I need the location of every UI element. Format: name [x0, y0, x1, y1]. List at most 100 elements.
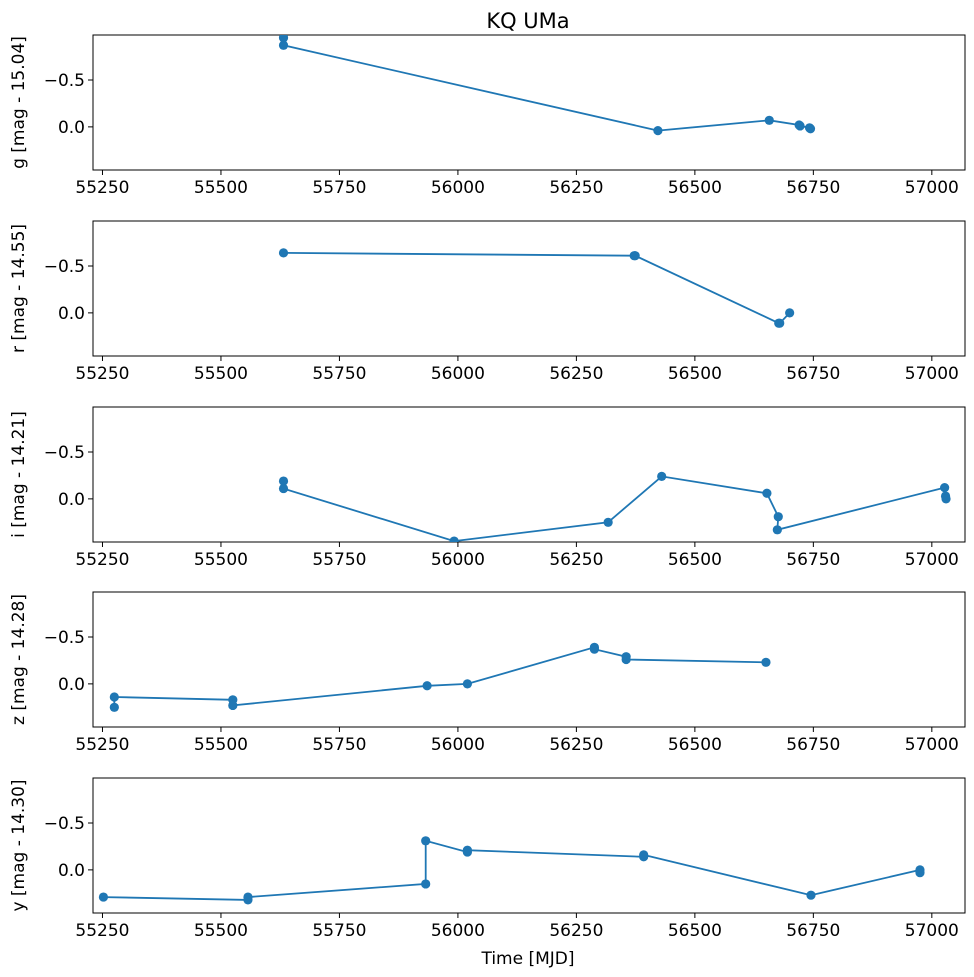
data-point-g [278, 35, 289, 43]
data-point-z [109, 692, 119, 702]
data-point-z [422, 681, 432, 691]
y-tick-label: 0.0 [58, 304, 85, 324]
y-tick-label: −0.5 [44, 628, 85, 648]
panel-y: 55250 55500 55750 56000 56250 56500 56750 57000… [9, 777, 966, 941]
series-g [278, 35, 816, 136]
x-tick-label: 56000 [431, 921, 485, 941]
data-point-i [657, 471, 667, 481]
series-y [98, 836, 925, 905]
y-tick-label: 0.0 [58, 675, 85, 695]
series-line-g [282, 37, 812, 132]
x-tick-label: 55250 [75, 921, 129, 941]
data-point-i [449, 536, 459, 542]
x-tick-label: 56750 [786, 550, 840, 570]
data-point-i [762, 488, 772, 498]
x-tick-label: 57000 [905, 735, 959, 755]
subplots: 55250 55500 55750 56000 56250 56500 56750 57000… [9, 34, 966, 941]
data-point-r [278, 248, 289, 258]
data-point-y [421, 879, 431, 889]
x-tick-label: 56000 [431, 364, 485, 384]
y-axis-label-z: z [mag - 14.28] [9, 594, 29, 725]
x-tick-label: 55750 [312, 364, 366, 384]
data-point-y [915, 868, 925, 878]
data-point-i [773, 512, 783, 522]
data-point-y [806, 890, 816, 900]
x-tick-label: 55250 [75, 550, 129, 570]
panel-i-frame [92, 406, 966, 543]
data-point-z [462, 679, 472, 689]
data-point-i [603, 517, 613, 527]
x-tick-label: 56250 [549, 921, 603, 941]
panel-r-frame [92, 220, 966, 357]
data-point-z [109, 702, 119, 712]
panel-i: 55250 55500 55750 56000 56250 56500 56750 57000… [9, 406, 966, 570]
series-line-r [283, 252, 791, 325]
panel-r: 55250 55500 55750 56000 56250 56500 56750 57000… [9, 220, 966, 384]
panel-z: 55250 55500 55750 56000 56250 56500 56750 57000… [9, 591, 966, 755]
panel-z-frame [92, 591, 966, 728]
data-point-i [772, 525, 782, 535]
data-point-i [941, 494, 951, 504]
y-tick-label: −0.5 [44, 71, 85, 91]
x-tick-label: 56750 [786, 921, 840, 941]
data-point-r [630, 251, 640, 261]
x-axis-label: Time [MJD] [480, 949, 574, 969]
y-tick-label: −0.5 [44, 443, 85, 463]
x-tick-label: 55250 [75, 735, 129, 755]
panel-y-frame [92, 777, 966, 914]
x-tick-label: 56500 [668, 364, 722, 384]
x-tick-label: 55500 [194, 550, 248, 570]
y-tick-label: 0.0 [58, 490, 85, 510]
y-axis-label-r: r [mag - 14.55] [9, 224, 29, 353]
x-tick-label: 56750 [786, 735, 840, 755]
series-line-z [113, 646, 767, 708]
series-line-y [103, 839, 921, 901]
data-point-r [785, 308, 795, 318]
data-point-y [243, 892, 253, 902]
data-point-z [589, 644, 600, 654]
data-point-g [764, 115, 774, 125]
data-point-y [98, 892, 109, 902]
x-tick-label: 56250 [549, 178, 603, 198]
data-point-z [228, 700, 238, 711]
x-tick-label: 55500 [194, 178, 248, 198]
y-axis-label-g: g [mag - 15.04] [9, 36, 29, 169]
x-tick-label: 55250 [75, 364, 129, 384]
x-tick-label: 57000 [905, 921, 959, 941]
y-tick-label: −0.5 [44, 814, 85, 834]
x-tick-label: 55250 [75, 178, 129, 198]
x-tick-label: 57000 [905, 550, 959, 570]
series-line-i [282, 475, 947, 542]
y-axis-label-i: i [mag - 14.21] [9, 411, 29, 538]
data-point-r [775, 318, 785, 328]
x-tick-label: 55750 [312, 550, 366, 570]
data-point-i [278, 476, 289, 486]
data-point-g [805, 124, 816, 134]
x-tick-label: 55500 [194, 364, 248, 384]
x-tick-label: 56000 [431, 735, 485, 755]
data-point-y [462, 845, 472, 855]
x-tick-label: 55750 [312, 178, 366, 198]
data-point-i [278, 483, 289, 494]
data-point-y [421, 836, 431, 846]
x-tick-label: 56500 [668, 550, 722, 570]
data-point-i [940, 483, 950, 493]
x-tick-label: 56250 [549, 364, 603, 384]
x-tick-label: 55500 [194, 735, 248, 755]
panel-g: 55250 55500 55750 56000 56250 56500 56750 57000… [9, 34, 966, 198]
y-tick-label: −0.5 [44, 257, 85, 277]
x-tick-label: 55750 [312, 921, 366, 941]
x-tick-label: 56250 [549, 735, 603, 755]
series-z [109, 642, 771, 712]
y-tick-label: 0.0 [58, 118, 85, 138]
panel-g-frame [92, 34, 966, 171]
data-point-z [761, 657, 771, 667]
x-tick-label: 57000 [905, 178, 959, 198]
chart-title: KQ UMa [486, 9, 569, 33]
x-tick-label: 56500 [668, 735, 722, 755]
x-tick-label: 55500 [194, 921, 248, 941]
data-point-g [278, 40, 289, 50]
data-point-z [621, 654, 631, 665]
data-point-g [795, 121, 805, 131]
x-tick-label: 56000 [431, 550, 485, 570]
